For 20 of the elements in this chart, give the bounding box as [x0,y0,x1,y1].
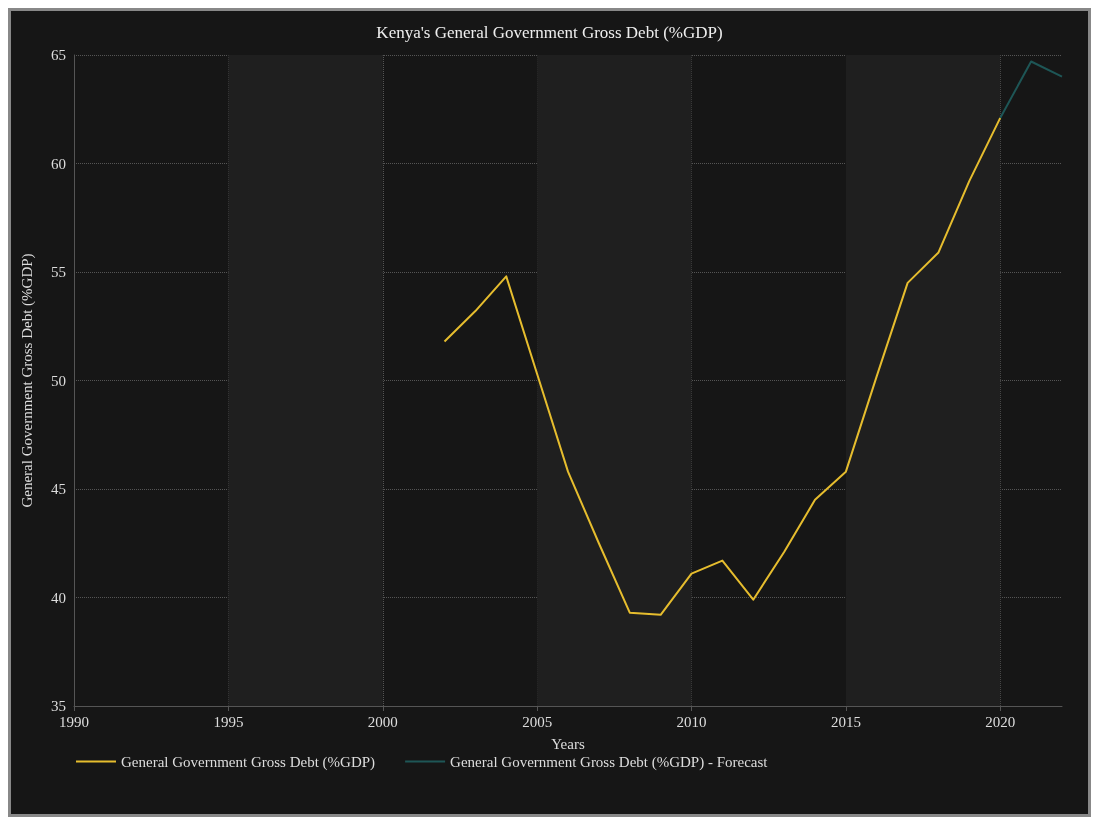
chart-title: Kenya's General Government Gross Debt (%GDP) [376,23,723,42]
y-tick-label: 55 [51,264,66,280]
y-tick-label: 65 [51,47,66,63]
x-tick-label: 1995 [213,713,244,730]
x-tick-label: 2020 [985,713,1016,730]
y-tick-label: 50 [51,372,66,389]
y-tick-label: 35 [51,698,66,714]
x-axis-title: Years [551,735,585,752]
line-series [443,116,1002,616]
x-tick-label: 2015 [830,713,861,730]
y-tick-label: 60 [51,155,66,172]
x-tick-label: 1990 [59,713,89,730]
legend-label: General Government Gross Debt (%GDP) [121,753,376,771]
x-tick-label: 2010 [676,713,707,730]
x-tick-label: 2000 [367,713,398,730]
x-tick-label: 2005 [522,713,553,730]
y-tick-label: 40 [51,589,66,606]
y-axis-title: General Government Gross Debt (%GDP) [18,253,36,508]
legend-label: General Government Gross Debt (%GDP) - Forecast [450,753,769,771]
y-tick-label: 45 [51,481,66,497]
